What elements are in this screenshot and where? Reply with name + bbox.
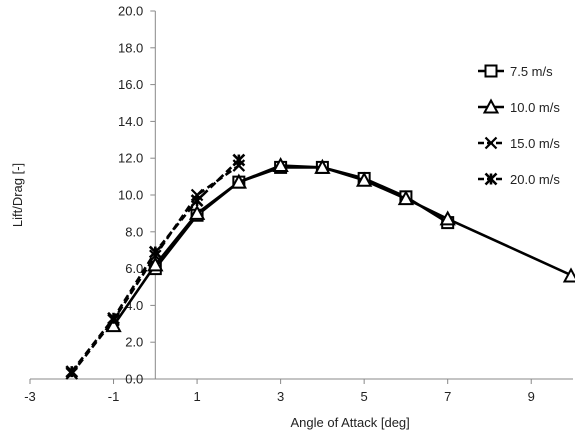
legend-marker [484,64,498,78]
series-layer [65,153,575,380]
data-point [147,256,164,272]
legend-label: 10.0 m/s [510,100,560,115]
data-point [232,153,246,167]
legend-item: 20.0 m/s [478,172,560,187]
y-tick-label: 0.0 [125,372,143,387]
x-tick-label: 3 [277,389,284,404]
x-axis: -3 -1 1 3 5 7 9 [24,378,573,404]
series-20-0-m-s [65,153,246,379]
data-point [190,194,204,207]
data-point [314,158,331,174]
x-tick-label: 5 [361,389,368,404]
series-line [112,164,574,327]
y-tick-label: 6.0 [125,261,143,276]
legend-label: 15.0 m/s [510,136,560,151]
y-tick-label: 14.0 [118,114,143,129]
y-tick-label: 18.0 [118,40,143,55]
x-tick-label: 7 [444,389,451,404]
legend-marker [482,98,500,114]
data-point [230,173,248,189]
x-tick-label: -3 [24,389,36,404]
legend-item: 7.5 m/s [478,64,553,79]
data-point [272,156,289,173]
y-axis-title: Lift/Drag [-] [10,163,25,227]
legend: 7.5 m/s 10.0 m/s 15.0 m/s 20.0 m/s [478,64,560,187]
legend-item: 10.0 m/s [478,98,560,115]
x-tick-label: -1 [108,389,120,404]
x-axis-title: Angle of Attack [deg] [291,415,410,430]
legend-marker [484,136,498,150]
data-point [439,210,456,226]
series-10-0-m-s [105,156,575,333]
data-point [397,190,415,206]
y-tick-label: 10.0 [118,188,143,203]
legend-item: 15.0 m/s [478,136,560,151]
legend-marker [484,172,498,186]
y-tick-label: 8.0 [125,224,143,239]
x-tick-label: 1 [193,389,200,404]
legend-label: 7.5 m/s [510,64,553,79]
data-point [107,311,120,325]
y-tick-label: 2.0 [125,335,143,350]
data-point [355,171,373,187]
data-point [188,204,206,220]
legend-label: 20.0 m/s [510,172,560,187]
y-tick-label: 12.0 [118,151,143,166]
data-point [65,365,79,379]
data-point [562,267,575,283]
y-tick-label: 16.0 [118,77,143,92]
y-tick-label: 20.0 [118,4,143,19]
data-point [148,245,162,259]
y-axis: 0.02.04.06.08.010.012.014.016.018.020.0 [118,4,156,387]
x-tick-label: 9 [528,389,535,404]
